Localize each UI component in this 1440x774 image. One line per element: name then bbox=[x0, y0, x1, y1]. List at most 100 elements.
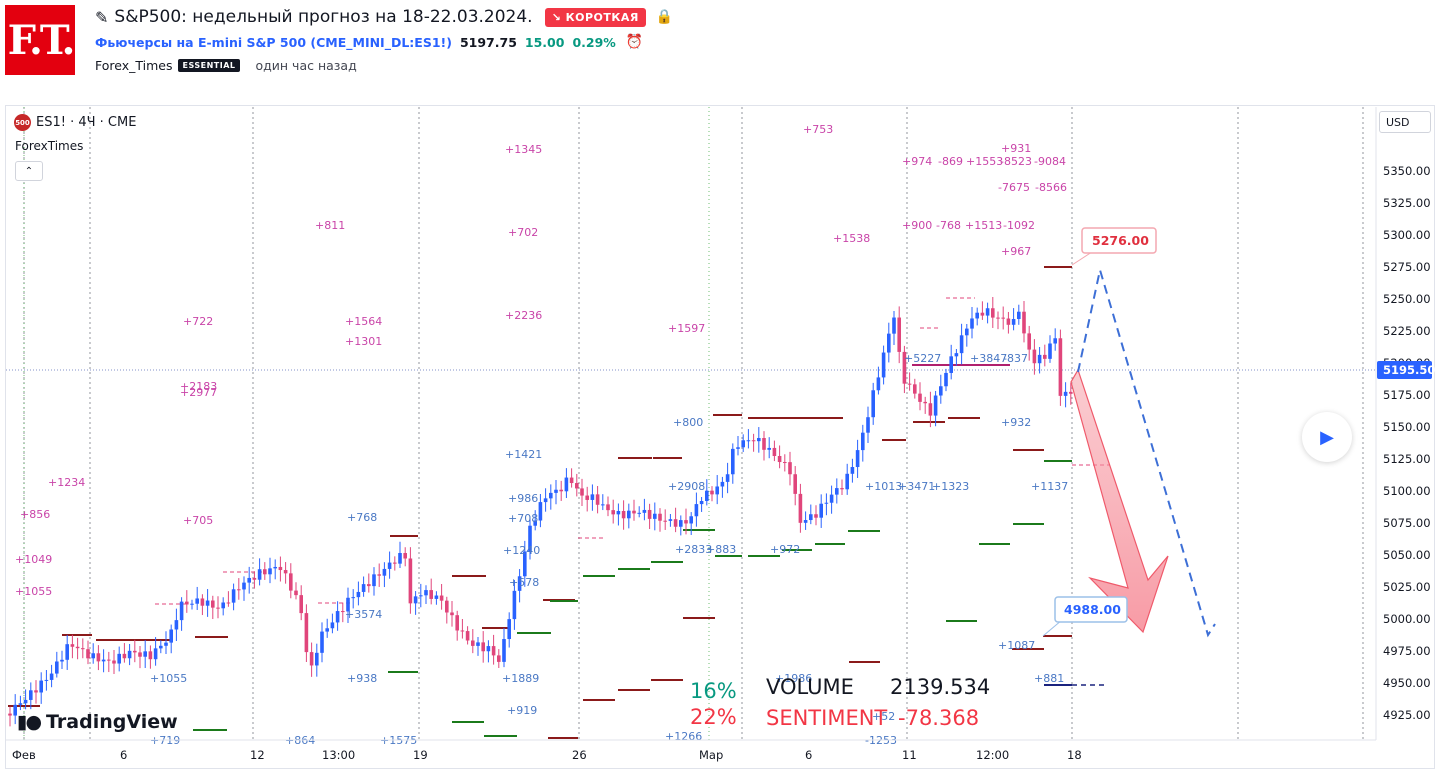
candle-body bbox=[928, 403, 933, 416]
candle-body bbox=[897, 317, 901, 352]
y-tick-label: 5075.00 bbox=[1383, 516, 1431, 530]
candle-body bbox=[907, 383, 912, 385]
x-tick-label: 6 bbox=[805, 748, 812, 762]
candle-body bbox=[933, 395, 938, 416]
target-low-label: 4988.00 bbox=[1064, 602, 1121, 617]
delta-label-pink: +811 bbox=[315, 219, 345, 232]
candle-body bbox=[424, 590, 428, 596]
candle-body bbox=[330, 622, 335, 629]
candle-body bbox=[403, 553, 407, 559]
candle-body bbox=[757, 438, 761, 442]
candle-body bbox=[174, 620, 179, 630]
candle-body bbox=[543, 498, 548, 503]
delta-label-blue: +883 bbox=[706, 543, 736, 556]
candle-body bbox=[840, 488, 844, 490]
candle-body bbox=[1058, 338, 1063, 396]
candle-body bbox=[819, 503, 823, 518]
delta-label-pink: +702 bbox=[508, 226, 538, 239]
candle-body bbox=[1032, 349, 1037, 364]
delta-label-blue: +1087 bbox=[998, 639, 1035, 652]
collapse-button[interactable]: ⌃ bbox=[15, 161, 43, 181]
delta-label-blue: +1266 bbox=[665, 730, 702, 743]
candle-body bbox=[226, 602, 231, 604]
candle-body bbox=[429, 590, 433, 599]
candle-body bbox=[975, 312, 979, 319]
tradingview-logo[interactable]: ▮● TradingView bbox=[17, 711, 178, 733]
candle-body bbox=[351, 597, 355, 599]
delta-label-blue: +1013 bbox=[865, 480, 902, 493]
candle-body bbox=[325, 628, 329, 632]
x-tick-label: 12 bbox=[250, 748, 265, 762]
delta-label-blue: +768 bbox=[347, 511, 377, 524]
candle-body bbox=[731, 448, 735, 475]
candle-body bbox=[746, 440, 751, 442]
candle-body bbox=[959, 335, 964, 354]
candle-body bbox=[1017, 311, 1021, 320]
delta-label-pink: -1092 bbox=[1003, 219, 1035, 232]
candle-body bbox=[153, 648, 158, 660]
target-high-box bbox=[1081, 227, 1157, 254]
delta-label-pink: +974 bbox=[902, 155, 932, 168]
delta-label-blue: +800 bbox=[673, 416, 703, 429]
candle-body bbox=[502, 639, 506, 662]
delta-label-pink: -8523 bbox=[1000, 155, 1032, 168]
candle-body bbox=[507, 619, 511, 640]
candle-body bbox=[829, 494, 834, 503]
candle-body bbox=[1069, 391, 1073, 394]
candle-body bbox=[881, 352, 886, 378]
x-tick-label: 26 bbox=[572, 748, 587, 762]
candle-body bbox=[663, 520, 667, 522]
y-tick-label: 5175.00 bbox=[1383, 388, 1431, 402]
indicator-name[interactable]: ForexTimes bbox=[15, 139, 84, 153]
currency-button[interactable]: USD bbox=[1379, 111, 1431, 133]
candle-body bbox=[434, 595, 439, 599]
candle-body bbox=[720, 481, 725, 487]
current-price-marker bbox=[1377, 361, 1432, 379]
candle-body bbox=[611, 510, 615, 515]
title-row: ✎ S&P500: недельный прогноз на 18-22.03.… bbox=[95, 5, 673, 29]
candle-body bbox=[653, 513, 657, 519]
candle-body bbox=[13, 704, 17, 716]
candle-body bbox=[86, 649, 90, 659]
candle-body bbox=[517, 576, 522, 591]
author-logo[interactable]: F.T. bbox=[5, 5, 75, 75]
delta-label-pink: -8566 bbox=[1035, 181, 1067, 194]
candle-body bbox=[788, 462, 792, 475]
candle-body bbox=[486, 646, 491, 652]
candle-body bbox=[777, 456, 782, 463]
candle-body bbox=[413, 596, 418, 604]
play-button[interactable]: ▶ bbox=[1302, 412, 1352, 462]
candle-body bbox=[190, 603, 194, 605]
candle-body bbox=[419, 595, 423, 597]
y-tick-label: 4950.00 bbox=[1383, 676, 1431, 690]
tradingview-mark-icon: ▮● bbox=[17, 711, 42, 733]
candle-body bbox=[211, 600, 215, 608]
candle-body bbox=[34, 690, 38, 693]
candle-body bbox=[970, 318, 974, 329]
candle-body bbox=[533, 520, 537, 526]
candle-body bbox=[299, 595, 303, 614]
candle-body bbox=[398, 553, 402, 564]
symbol-ticker-link[interactable]: (CME_MINI_DL:ES1!) bbox=[310, 34, 452, 50]
candle-body bbox=[497, 655, 501, 662]
candle-body bbox=[70, 644, 75, 647]
delta-label-blue: +52 bbox=[872, 710, 895, 723]
sentiment-label: SENTIMENT bbox=[766, 706, 888, 730]
delta-label-pink: +856 bbox=[20, 508, 50, 521]
candle-body bbox=[606, 504, 610, 511]
candle-body bbox=[850, 467, 855, 474]
candle-body bbox=[1006, 318, 1011, 325]
author-name[interactable]: Forex_Times bbox=[95, 58, 173, 73]
alarm-icon[interactable]: ⏰ bbox=[625, 34, 644, 50]
candle-body bbox=[658, 513, 662, 521]
candle-body bbox=[185, 601, 189, 605]
chart-legend[interactable]: 500 ES1! · 4Ч · CME bbox=[14, 114, 136, 131]
y-tick-label: 4925.00 bbox=[1383, 708, 1431, 722]
publish-time: один час назад bbox=[255, 58, 357, 73]
x-tick-label: 19 bbox=[413, 748, 428, 762]
idea-header: F.T. ✎ S&P500: недельный прогноз на 18-2… bbox=[0, 0, 1440, 100]
symbol-name-link[interactable]: Фьючерсы на E-mini S&P 500 bbox=[95, 34, 307, 50]
chart-area[interactable] bbox=[5, 105, 1435, 769]
candle-body bbox=[985, 308, 990, 316]
